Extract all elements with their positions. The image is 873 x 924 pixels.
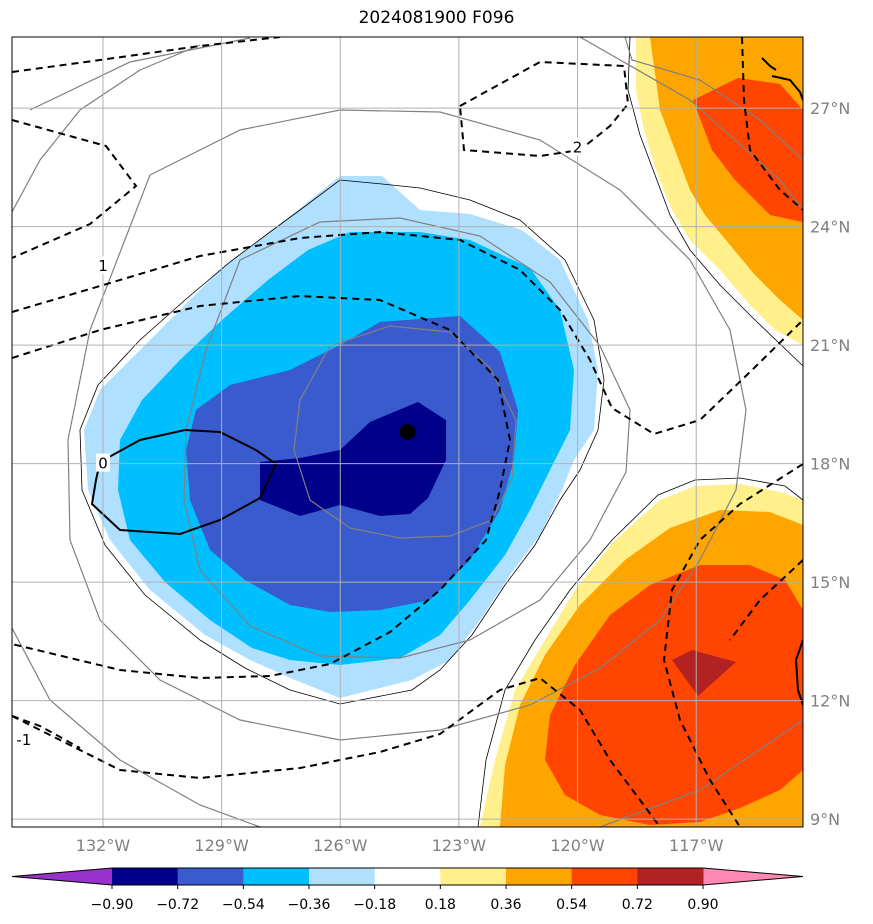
colorbar-extend-min [12,868,112,885]
fill-level-pos-054-ne [693,78,803,222]
colorbar-tick-label: 0.90 [687,897,718,913]
x-tick-label: 129°W [194,836,249,855]
contour-label: 1 [98,257,108,275]
ring-4 [29,37,251,111]
colorbar-tick-label: 0.36 [490,897,521,913]
ring-2 [183,217,631,659]
y-tick-label: 27°N [810,99,850,118]
contour-label-bg [570,137,585,156]
x-tick-label: 117°W [669,836,724,855]
contour-label: 2 [573,139,583,157]
coast-right-top [761,57,803,101]
contour-top-right-vertical [741,37,803,211]
colorbar-extend-max [703,868,803,885]
fill-level-pos-072-se [672,650,736,696]
x-tick-label: 132°W [76,836,131,855]
colorbar-segment [637,868,704,885]
chart-title: 2024081900 F096 [358,8,515,28]
y-tick-labels: 9°N 12°N 15°N 18°N 21°N 24°N 27°N [810,99,850,829]
contour-label: -1 [16,731,31,749]
contour-bottom [12,676,661,827]
contour-1-upperleft [12,119,138,259]
contour-label-bg [16,730,31,749]
colorbar-segment [243,868,310,885]
colorbar-segment [571,868,638,885]
solid-contours [90,57,803,706]
outline-neg [79,179,605,705]
colorbar-tick-labels: −0.90 −0.72 −0.54 −0.36 −0.18 0.18 0.36 0.54 0.7… [91,885,719,913]
storm-center-marker [399,424,416,440]
contour-minus1 [12,715,81,749]
negative-anomaly-fill [84,176,598,698]
x-tick-label: 120°W [550,836,605,855]
ring-4d [599,719,803,827]
x-tick-label: 123°W [432,836,487,855]
y-tick-label: 15°N [810,573,850,592]
contour-0-solid-closed [90,428,278,536]
x-tick-label: 126°W [313,836,368,855]
colorbar-tick-label: −0.72 [156,897,199,913]
dashed-contours [12,37,803,827]
outline-pos-ne [627,37,803,367]
colorbar-tick-label: −0.18 [353,897,396,913]
positive-anomaly-se-fill [480,484,803,827]
colorbar-tick-label: 0.54 [556,897,587,913]
y-tick-label: 21°N [810,336,850,355]
x-tick-labels: 132°W 129°W 126°W 123°W 120°W 117°W [76,836,724,855]
contour-label: 0 [98,455,108,473]
contour-labels: 2 1 0 -1 [16,137,585,749]
contour-2-closed [458,60,630,158]
colorbar-segment [309,868,376,885]
gridlines [12,37,803,827]
map-frame [11,36,804,828]
ring-4c [12,627,261,827]
y-tick-label: 12°N [810,692,850,711]
colorbar-segment [112,868,179,885]
coast-right-bottom [794,639,803,706]
ring-3 [67,109,747,741]
colorbar-segment [374,868,441,885]
map-panel: 2 1 0 -1 [12,37,803,827]
ring-4b [579,37,803,211]
y-tick-label: 9°N [810,810,840,829]
colorbar-segment [177,868,244,885]
colorbar-segment [440,868,507,885]
y-tick-label: 18°N [810,455,850,474]
colorbar [11,867,804,886]
ring-5 [12,44,201,213]
ring-6 [624,37,803,161]
colorbar-tick-label: −0.90 [91,897,134,913]
contour-se-lines [662,463,803,827]
colorbar-tick-label: 0.72 [622,897,653,913]
contour-1-top [12,37,281,73]
contour-label-bg [95,453,110,472]
colorbar-tick-label: −0.54 [222,897,265,913]
colorbar-segment [506,868,573,885]
contour-1-main [12,230,803,436]
colorbar-tick-label: 0.18 [425,897,456,913]
contour-label-bg [95,256,110,275]
grey-rings [12,37,803,827]
colorbar-tick-label: −0.36 [288,897,331,913]
y-tick-label: 24°N [810,218,850,237]
